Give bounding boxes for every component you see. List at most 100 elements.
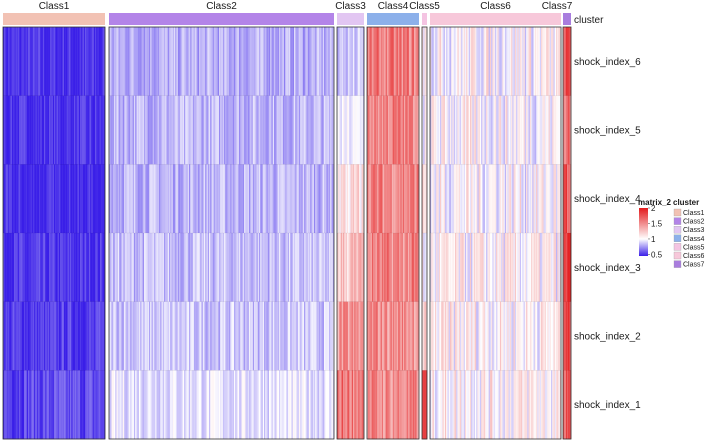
heatmap-cell: [90, 301, 92, 371]
heatmap-cell: [212, 370, 215, 440]
heatmap-cell: [256, 95, 258, 165]
legend-label-class5: Class5: [683, 244, 705, 251]
heatmap-cell: [271, 164, 273, 234]
heatmap-cell: [50, 164, 52, 234]
heatmap-cell: [149, 27, 151, 96]
cell-block-class2-shock_index_3: [109, 233, 335, 302]
heatmap-cell: [21, 233, 24, 302]
heatmap-cell: [285, 301, 287, 371]
heatmap-cell: [322, 301, 325, 371]
heatmap-cell: [388, 27, 390, 96]
heatmap-cell: [285, 370, 287, 440]
heatmap-cell: [415, 27, 417, 96]
heatmap-cell: [165, 301, 167, 371]
heatmap-cell: [185, 370, 187, 440]
heatmap-cell: [479, 27, 482, 96]
heatmap-cell: [159, 233, 161, 302]
heatmap-cell: [405, 95, 407, 165]
heatmap-cell: [274, 370, 276, 440]
heatmap-cell: [177, 233, 180, 302]
cluster-column-labels: Class1 Class2 Class3 Class4 Class5 Class6 Clas…: [39, 1, 573, 12]
heatmap-cell: [174, 233, 176, 302]
heatmap-cell: [130, 233, 132, 302]
heatmap-cell: [65, 95, 67, 165]
heatmap-cell: [285, 95, 287, 165]
heatmap-cell: [301, 233, 303, 302]
heatmap-cell: [498, 164, 501, 234]
heatmap-cell: [469, 301, 472, 371]
cell-block-class3-shock_index_1: [337, 370, 365, 440]
heatmap-cell: [137, 164, 140, 234]
heatmap-cell: [411, 27, 414, 96]
heatmap-cell: [175, 95, 177, 165]
heatmap-cell: [20, 233, 22, 302]
cell-block-class5-shock_index_4: [422, 164, 428, 234]
heatmap-cell: [384, 95, 386, 165]
heatmap-cell: [111, 95, 113, 165]
heatmap-cell: [508, 164, 511, 234]
heatmap-cell: [282, 27, 285, 96]
heatmap-cell: [337, 27, 339, 96]
heatmap-cell: [373, 233, 375, 302]
heatmap-cell: [410, 95, 412, 165]
heatmap-cell: [367, 233, 369, 302]
heatmap-cell: [210, 164, 212, 234]
heatmap-cell: [478, 164, 481, 234]
heatmap-cell: [9, 301, 11, 371]
heatmap-cell: [77, 233, 80, 302]
heatmap-cell: [453, 301, 456, 371]
heatmap-cell: [374, 95, 376, 165]
heatmap-cell: [532, 95, 534, 165]
heatmap-cell: [378, 27, 380, 96]
heatmap-cell: [55, 233, 57, 302]
heatmap-cell: [411, 370, 414, 440]
heatmap-cell: [396, 233, 399, 302]
heatmap-cell: [528, 301, 531, 371]
heatmap-cell: [452, 233, 454, 302]
heatmap-cell: [503, 301, 506, 371]
heatmap-cell: [477, 233, 479, 302]
heatmap-cell: [548, 27, 550, 96]
heatmap-cell: [93, 370, 96, 440]
heatmap-cell: [122, 27, 125, 96]
heatmap-cell: [90, 95, 92, 165]
heatmap-cell: [30, 164, 32, 234]
heatmap-cell: [201, 233, 203, 302]
heatmap-cell: [54, 164, 56, 234]
heatmap-cell: [135, 370, 137, 440]
heatmap-cell: [378, 233, 380, 302]
heatmap-cell: [39, 301, 41, 371]
heatmap-cell: [276, 27, 278, 96]
heatmap-cell: [443, 370, 446, 440]
cell-block-class1-shock_index_2: [3, 301, 106, 371]
heatmap-cell: [508, 370, 511, 440]
heatmap-cell: [402, 233, 405, 302]
heatmap-cell: [117, 233, 120, 302]
row-label-shock_index_6: shock_index_6: [574, 57, 641, 68]
heatmap-cell: [524, 27, 527, 96]
annotation-class1: [3, 13, 105, 25]
heatmap-cell: [317, 301, 320, 371]
heatmap-cell: [375, 301, 378, 371]
heatmap-cell: [319, 164, 321, 234]
heatmap-cell: [27, 95, 30, 165]
heatmap-cell: [121, 301, 123, 371]
heatmap-cell: [369, 95, 371, 165]
heatmap-cell: [381, 164, 384, 234]
heatmap-cell: [186, 27, 188, 96]
heatmap-cell: [251, 301, 253, 371]
heatmap-cell: [307, 95, 310, 165]
heatmap-cell: [463, 370, 466, 440]
heatmap-cell: [512, 233, 514, 302]
heatmap-cell: [380, 95, 383, 165]
heatmap-cell: [140, 164, 142, 234]
heatmap-cell: [491, 27, 493, 96]
heatmap-cell: [191, 370, 193, 440]
heatmap-cell: [120, 164, 122, 234]
heatmap-cell: [245, 164, 247, 234]
heatmap-cell: [482, 95, 484, 165]
color-scale-legend: matrix_2 21.510.5: [638, 198, 671, 260]
heatmap-cell: [544, 27, 547, 96]
heatmap-cell: [161, 164, 163, 234]
legend-label-class1: Class1: [683, 210, 705, 217]
